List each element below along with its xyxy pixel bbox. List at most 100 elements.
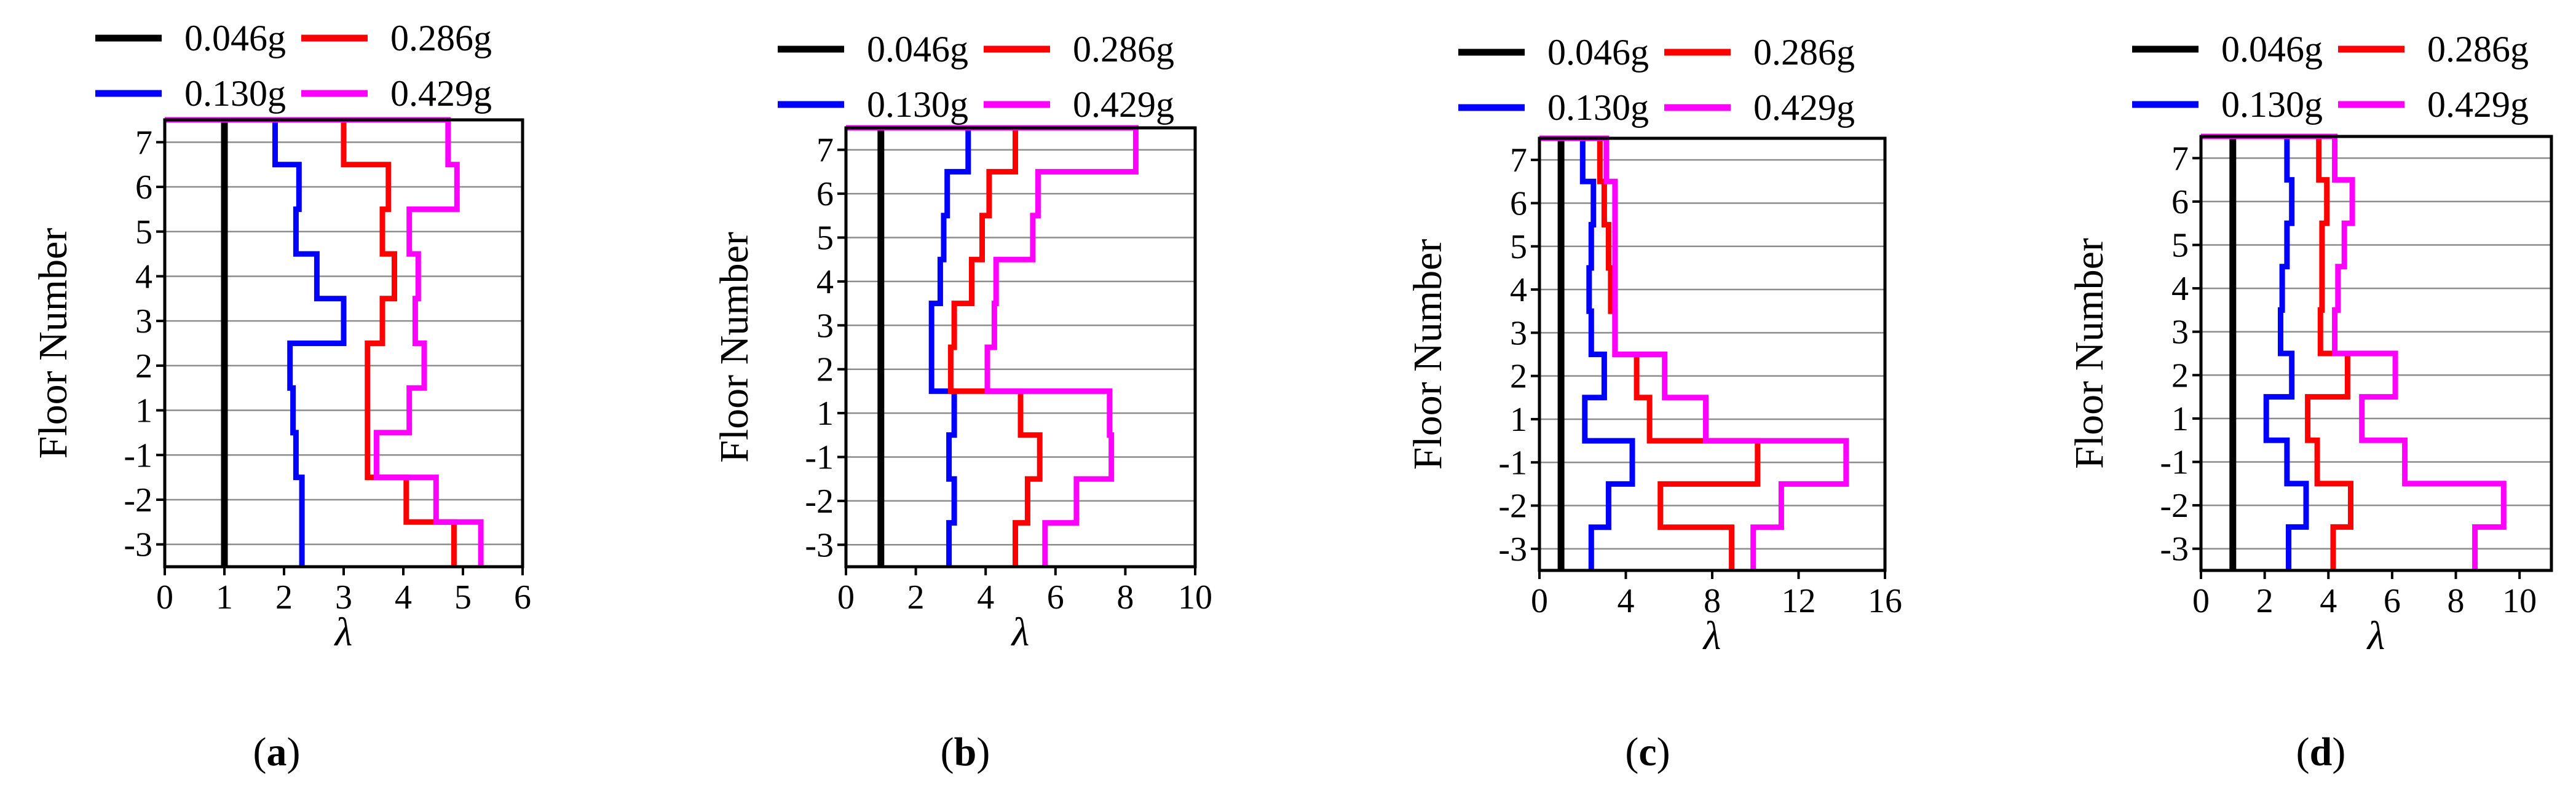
y-tick-label: 5: [816, 219, 834, 258]
legend: 0.046g 0.286g 0.130g 0.429g: [778, 29, 1174, 125]
x-tick-label: 2: [907, 578, 925, 617]
y-tick-label: 2: [1510, 358, 1527, 396]
y-tick-label: 5: [135, 213, 152, 251]
y-axis-title: Floor Number: [31, 228, 76, 459]
panel-caption: (c): [1625, 730, 1670, 774]
y-tick-label: 7: [135, 124, 152, 162]
legend-label-0_286g: 0.286g: [390, 18, 492, 58]
legend: 0.046g 0.286g 0.130g 0.429g: [95, 18, 492, 114]
panel-caption: (a): [253, 730, 301, 774]
legend-label-0_130g: 0.130g: [1547, 87, 1649, 128]
x-tick-label: 10: [2502, 582, 2537, 620]
y-tick-label: -3: [1498, 530, 1527, 569]
x-tick-label: 4: [977, 578, 994, 617]
y-tick-label: 2: [816, 351, 834, 389]
y-tick-label: -2: [124, 481, 152, 519]
panel-caption: (b): [941, 730, 990, 774]
series-line-0_130g: [1539, 135, 1635, 570]
y-tick-label: 3: [1510, 314, 1527, 352]
y-tick-label: -1: [124, 436, 152, 475]
y-tick-label: 6: [1510, 184, 1527, 223]
series-line-0_429g: [846, 125, 1139, 567]
y-tick-label: 6: [135, 168, 152, 207]
x-tick-label: 8: [1704, 582, 1721, 620]
series-line-0_429g: [165, 117, 484, 567]
legend: 0.046g 0.286g 0.130g 0.429g: [2132, 29, 2529, 125]
legend-label-0_286g: 0.286g: [2427, 29, 2529, 69]
x-tick-label: 8: [2448, 582, 2465, 620]
y-tick-label: 7: [2171, 140, 2189, 178]
x-axis-title: λ: [334, 610, 353, 655]
y-tick-label: -1: [1498, 444, 1527, 482]
y-tick-label: 4: [2171, 270, 2189, 308]
x-tick-label: 0: [2192, 582, 2210, 620]
y-tick-label: 4: [135, 258, 152, 296]
x-tick-label: 12: [1782, 582, 1816, 620]
legend-label-0_286g: 0.286g: [1753, 32, 1855, 73]
y-tick-label: 5: [1510, 228, 1527, 266]
y-tick-label: 6: [2171, 183, 2189, 221]
y-tick-label: 2: [135, 347, 152, 385]
y-axis-title: Floor Number: [712, 232, 757, 463]
y-tick-label: -1: [2160, 444, 2189, 482]
y-tick-label: -2: [805, 483, 834, 521]
x-axis-title: λ: [2366, 613, 2385, 658]
legend-label-0_046g: 0.046g: [2221, 29, 2323, 69]
legend-label-0_286g: 0.286g: [1073, 29, 1174, 69]
y-tick-label: 5: [2171, 227, 2189, 265]
y-tick-label: 1: [2171, 400, 2189, 438]
y-tick-label: 2: [2171, 357, 2189, 395]
legend-label-0_130g: 0.130g: [867, 84, 968, 125]
y-tick-label: 3: [816, 307, 834, 345]
y-tick-label: 3: [2171, 313, 2189, 352]
y-tick-label: 4: [816, 263, 834, 301]
series-line-0_429g: [2201, 133, 2507, 570]
x-tick-label: 4: [1618, 582, 1635, 620]
y-tick-label: 1: [816, 395, 834, 433]
x-tick-label: 6: [514, 578, 531, 617]
legend-label-0_429g: 0.429g: [390, 73, 492, 114]
series-line-0_130g: [2201, 133, 2309, 570]
legend-label-0_429g: 0.429g: [1753, 87, 1855, 128]
series-line-0_429g: [1539, 135, 1849, 570]
series-line-0_130g: [846, 125, 971, 567]
x-axis-title: λ: [1702, 613, 1721, 658]
x-tick-label: 6: [2384, 582, 2401, 620]
y-tick-label: 6: [816, 175, 834, 213]
x-tick-label: 1: [216, 578, 233, 617]
y-tick-label: 4: [1510, 271, 1527, 309]
x-tick-label: 16: [1868, 582, 1902, 620]
x-tick-label: 4: [395, 578, 412, 617]
y-tick-label: -1: [805, 439, 834, 477]
plot-frame: [844, 126, 1197, 569]
series-line-0_130g: [165, 117, 347, 567]
series-line-0_286g: [846, 125, 1043, 567]
legend-label-0_130g: 0.130g: [184, 73, 286, 114]
y-tick-label: 1: [1510, 401, 1527, 439]
y-tick-label: -2: [1498, 487, 1527, 526]
y-axis-title: Floor Number: [2067, 238, 2112, 469]
x-tick-label: 0: [1531, 582, 1548, 620]
legend: 0.046g 0.286g 0.130g 0.429g: [1458, 32, 1855, 128]
legend-label-0_046g: 0.046g: [1547, 32, 1649, 73]
x-tick-label: 0: [837, 578, 855, 617]
legend-label-0_046g: 0.046g: [867, 29, 968, 69]
x-tick-label: 8: [1116, 578, 1134, 617]
x-tick-label: 2: [2256, 582, 2274, 620]
y-tick-label: -3: [805, 526, 834, 564]
y-tick-label: -3: [2160, 530, 2189, 569]
plot-frame: [2199, 135, 2553, 572]
y-tick-label: 7: [816, 132, 834, 170]
x-tick-label: 5: [454, 578, 472, 617]
x-axis-title: λ: [1011, 610, 1030, 655]
x-tick-label: 0: [156, 578, 173, 617]
legend-label-0_046g: 0.046g: [184, 18, 286, 58]
y-tick-label: 3: [135, 302, 152, 341]
legend-label-0_130g: 0.130g: [2221, 84, 2323, 125]
legend-label-0_429g: 0.429g: [2427, 84, 2529, 125]
